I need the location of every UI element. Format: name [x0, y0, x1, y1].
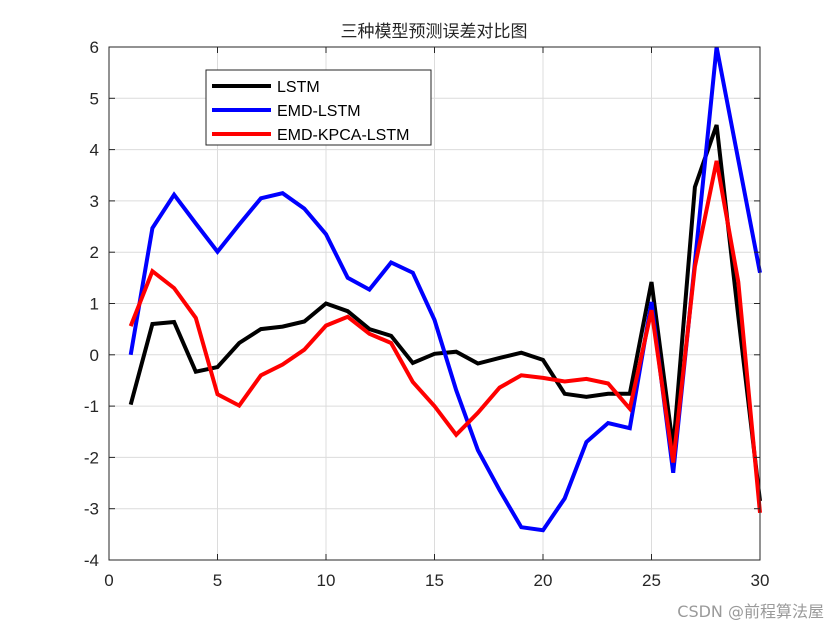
y-tick-label: 1: [90, 295, 99, 314]
y-tick-label: 6: [90, 38, 99, 57]
x-tick-label: 30: [751, 571, 770, 590]
legend-label: EMD-KPCA-LSTM: [277, 127, 409, 144]
y-tick-label: 4: [90, 141, 99, 160]
legend-item-emd-lstm[interactable]: EMD-LSTM: [212, 103, 361, 120]
x-tick-label: 20: [534, 571, 553, 590]
x-tick-label: 15: [425, 571, 444, 590]
y-tick-label: -1: [84, 397, 99, 416]
legend-item-emd-kpca-lstm[interactable]: EMD-KPCA-LSTM: [212, 127, 409, 144]
y-tick-label: 2: [90, 243, 99, 262]
x-tick-label: 25: [642, 571, 661, 590]
y-tick-label: 5: [90, 89, 99, 108]
legend-item-lstm[interactable]: LSTM: [212, 79, 320, 96]
y-tick-label: -3: [84, 500, 99, 519]
y-tick-label: -2: [84, 448, 99, 467]
legend-label: LSTM: [277, 79, 320, 96]
watermark: CSDN @前程算法屋: [677, 602, 824, 621]
y-tick-label: -4: [84, 551, 99, 570]
series-lines: [128, 46, 762, 533]
x-tick-label: 10: [317, 571, 336, 590]
x-tick-label: 0: [104, 571, 113, 590]
y-tick-label: 3: [90, 192, 99, 211]
series-line-emd-kpca-lstm: [128, 160, 762, 513]
legend[interactable]: LSTM EMD-LSTM EMD-KPCA-LSTM: [205, 69, 432, 146]
y-tick-label: 0: [90, 346, 99, 365]
axis-ticks: 0 5 10 15 20 25 30 -4 -3 -2 -1 0 1 2 3 4 5 6: [84, 38, 770, 590]
chart-title: 三种模型预测误差对比图: [341, 22, 528, 42]
x-tick-label: 5: [213, 571, 222, 590]
legend-label: EMD-LSTM: [277, 103, 361, 120]
